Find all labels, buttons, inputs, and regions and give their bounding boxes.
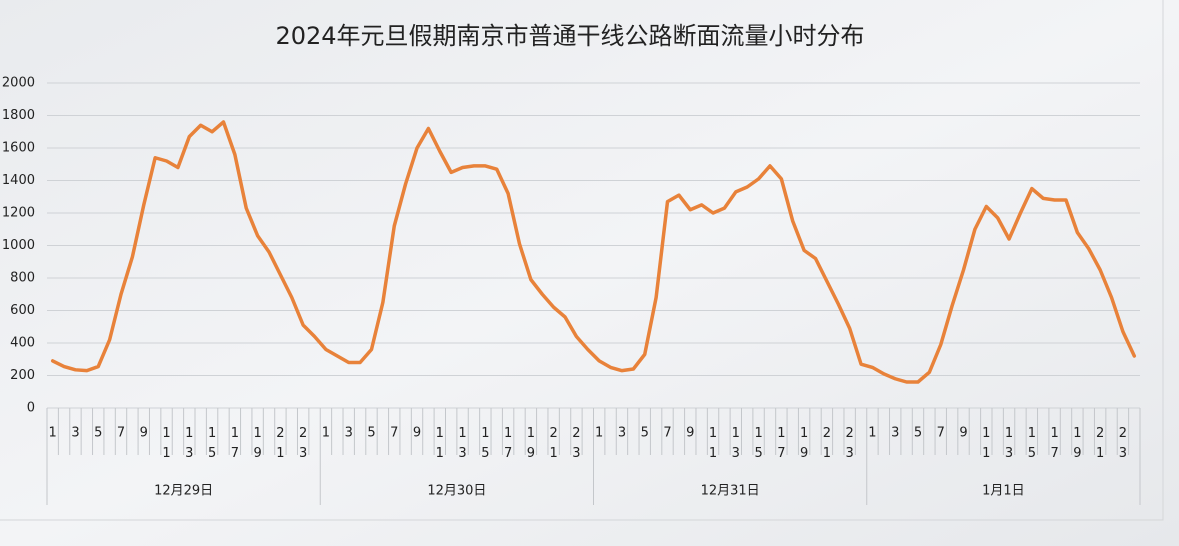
y-tick-label: 1000 <box>2 238 35 253</box>
group-label: 12月29日 <box>154 484 213 499</box>
y-tick-label: 1600 <box>2 141 35 156</box>
y-tick-label: 1200 <box>2 206 35 221</box>
y-tick-label: 400 <box>10 336 35 351</box>
x-tick-label: 3 <box>71 426 79 441</box>
x-tick-label: 5 <box>94 426 102 441</box>
group-label: 1月1日 <box>982 484 1025 499</box>
x-tick-label: 9 <box>959 426 967 441</box>
y-tick-label: 0 <box>27 401 35 416</box>
x-tick-label: 1 <box>868 426 876 441</box>
chart-title: 2024年元旦假期南京市普通干线公路断面流量小时分布 <box>275 22 864 50</box>
x-tick-label: 7 <box>390 426 398 441</box>
x-tick-label: 3 <box>345 426 353 441</box>
chart-border <box>0 0 1164 521</box>
y-tick-label: 1800 <box>2 108 35 123</box>
x-tick-label: 9 <box>686 426 694 441</box>
x-tick-label: 7 <box>663 426 671 441</box>
y-tick-label: 2000 <box>2 76 35 91</box>
x-tick-label: 7 <box>117 426 125 441</box>
x-tick-label: 7 <box>937 426 945 441</box>
x-tick-label: 5 <box>641 426 649 441</box>
y-tick-label: 600 <box>10 303 35 318</box>
x-tick-label: 3 <box>618 426 626 441</box>
x-tick-label: 5 <box>914 426 922 441</box>
x-tick-label: 5 <box>367 426 375 441</box>
group-label: 12月30日 <box>427 484 486 499</box>
y-tick-label: 800 <box>10 271 35 286</box>
y-tick-label: 1400 <box>2 173 35 188</box>
y-tick-label: 200 <box>10 368 35 383</box>
x-tick-label: 9 <box>140 426 148 441</box>
x-tick-label: 1 <box>595 426 603 441</box>
x-tick-label: 9 <box>413 426 421 441</box>
x-tick-label: 1 <box>49 426 57 441</box>
x-tick-label: 1 <box>322 426 330 441</box>
group-label: 12月31日 <box>701 484 760 499</box>
line-series <box>50 120 1137 384</box>
x-tick-label: 3 <box>891 426 899 441</box>
